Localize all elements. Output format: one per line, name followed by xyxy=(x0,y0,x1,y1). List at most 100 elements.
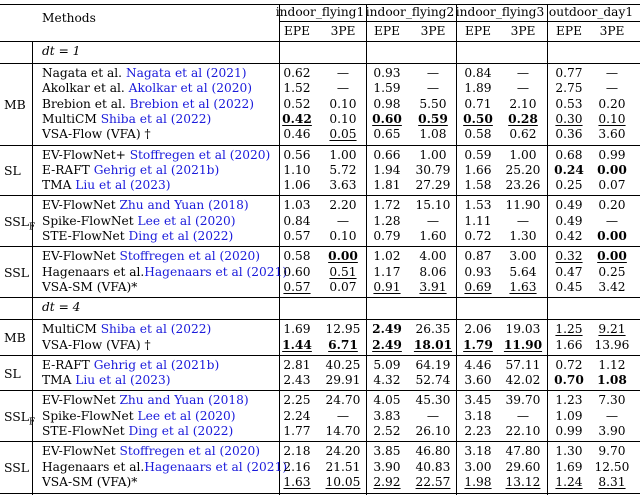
value-cell: 9.70 xyxy=(598,444,626,459)
citation-link[interactable]: Zhu and Yuan (2018) xyxy=(119,393,249,408)
method-name: EV-FlowNet Zhu and Yuan (2018) xyxy=(42,198,249,213)
value-cell: 11.90 xyxy=(505,198,541,213)
value-cell: 0.57 xyxy=(283,279,311,294)
value-cell: — xyxy=(336,408,350,423)
category-label: SSLF xyxy=(4,213,36,233)
citation-link[interactable]: Ding et al (2022) xyxy=(128,424,234,438)
value-cell: 0.93 xyxy=(464,264,492,279)
value-cell: 0.00 xyxy=(597,162,627,177)
value-cell: 18.01 xyxy=(413,337,453,352)
value-cell: — xyxy=(426,408,440,423)
citation-link[interactable]: Lee et al (2020) xyxy=(137,213,236,228)
value-cell: — xyxy=(336,213,350,228)
value-cell: 40.25 xyxy=(325,357,361,372)
value-cell: 0.72 xyxy=(464,229,492,243)
value-cell: 0.98 xyxy=(373,96,401,111)
value-cell: — xyxy=(426,66,440,80)
method-name: TMA Liu et al (2023) xyxy=(42,178,171,193)
value-cell: 1.10 xyxy=(283,162,311,177)
citation-link[interactable]: Gehrig et al (2021b) xyxy=(93,162,220,177)
value-cell: 1.06 xyxy=(283,178,311,193)
value-cell: 1.63 xyxy=(509,279,537,294)
method-name: TMA Liu et al (2023) xyxy=(42,373,171,388)
value-cell: 1.72 xyxy=(373,198,401,213)
value-cell: — xyxy=(336,81,350,96)
group-rule xyxy=(0,441,640,443)
value-cell: 3.83 xyxy=(373,408,401,423)
category-label: MB xyxy=(4,330,26,345)
method-name: Spike-FlowNet Lee et al (2020) xyxy=(42,213,236,228)
value-cell: 3.60 xyxy=(598,127,626,142)
method-name: MultiCM Shiba et al (2022) xyxy=(42,111,212,126)
category-label: SSL xyxy=(4,264,29,280)
value-cell: 42.02 xyxy=(505,373,541,388)
method-name: Akolkar et al. Akolkar et al (2020) xyxy=(42,81,252,96)
value-cell: — xyxy=(426,81,440,96)
citation-link[interactable]: Stoffregen et al (2020) xyxy=(119,249,261,264)
value-cell: 2.10 xyxy=(509,96,537,111)
value-cell: 0.59 xyxy=(418,111,448,126)
value-cell: 5.72 xyxy=(329,162,357,177)
value-cell: 1.89 xyxy=(464,81,492,96)
value-cell: 0.36 xyxy=(555,127,583,142)
value-cell: 0.72 xyxy=(555,357,583,372)
citation-link[interactable]: Shiba et al (2022) xyxy=(100,111,212,126)
value-cell: 0.25 xyxy=(555,178,583,193)
value-cell: 0.71 xyxy=(464,96,492,111)
value-cell: 1.98 xyxy=(464,474,492,489)
citation-link[interactable]: Zhu and Yuan (2018) xyxy=(119,198,249,213)
value-cell: 0.65 xyxy=(373,127,401,142)
value-cell: 1.30 xyxy=(555,444,583,459)
value-cell: 3.00 xyxy=(464,459,492,474)
value-cell: 64.19 xyxy=(415,357,451,372)
citation-link[interactable]: Ding et al (2022) xyxy=(128,229,234,243)
citation-link[interactable]: Liu et al (2023) xyxy=(75,373,171,388)
value-cell: 1.69 xyxy=(555,459,583,474)
value-cell: 3.60 xyxy=(464,373,492,388)
citation-link[interactable]: Stoffregen et al (2020) xyxy=(129,147,271,162)
citation-link[interactable]: Gehrig et al (2021b) xyxy=(93,357,220,372)
value-cell: 10.05 xyxy=(325,474,361,489)
value-cell: 0.10 xyxy=(329,111,357,126)
citation-link[interactable]: Stoffregen et al (2020) xyxy=(119,444,261,459)
section-rule xyxy=(0,63,640,64)
citation-link[interactable]: Brebion et al (2022) xyxy=(129,96,254,111)
value-cell: 0.42 xyxy=(282,111,312,126)
value-cell: 0.50 xyxy=(463,111,493,126)
value-cell: 1.63 xyxy=(283,474,311,489)
citation-link[interactable]: Hagenaars et al (2021) xyxy=(144,264,288,279)
value-cell: 14.70 xyxy=(325,424,361,438)
value-cell: — xyxy=(605,213,619,228)
value-cell: 2.49 xyxy=(372,322,402,337)
value-cell: 26.35 xyxy=(415,322,451,337)
category-label: SSL xyxy=(4,459,29,475)
value-cell: 1.23 xyxy=(555,393,583,408)
value-cell: 0.05 xyxy=(329,127,357,142)
citation-link[interactable]: Lee et al (2020) xyxy=(137,408,236,423)
methods-header: Methods xyxy=(42,11,96,25)
value-cell: 29.91 xyxy=(325,373,361,388)
value-cell: 1.79 xyxy=(463,337,493,352)
value-cell: 12.95 xyxy=(325,322,361,337)
value-cell: 12.50 xyxy=(594,459,630,474)
value-cell: 25.20 xyxy=(505,162,541,177)
value-cell: 0.25 xyxy=(598,264,626,279)
value-cell: 0.52 xyxy=(283,96,311,111)
value-cell: 0.56 xyxy=(283,147,311,162)
citation-link[interactable]: Shiba et al (2022) xyxy=(100,322,212,337)
value-cell: 0.79 xyxy=(373,229,401,243)
value-cell: 2.20 xyxy=(329,198,357,213)
citation-link[interactable]: Nagata et al (2021) xyxy=(125,66,247,80)
citation-link[interactable]: Akolkar et al (2020) xyxy=(128,81,252,96)
group-rule xyxy=(0,390,640,392)
value-cell: 1.59 xyxy=(373,81,401,96)
value-cell: 0.60 xyxy=(372,111,402,126)
value-cell: 0.20 xyxy=(598,96,626,111)
metric-header: 3PE xyxy=(420,24,446,38)
value-cell: 0.42 xyxy=(555,229,583,243)
citation-link[interactable]: Liu et al (2023) xyxy=(75,178,171,193)
value-cell: — xyxy=(605,66,619,80)
citation-link[interactable]: Hagenaars et al (2021) xyxy=(144,459,288,474)
value-cell: 1.66 xyxy=(464,162,492,177)
value-cell: 0.47 xyxy=(555,264,583,279)
